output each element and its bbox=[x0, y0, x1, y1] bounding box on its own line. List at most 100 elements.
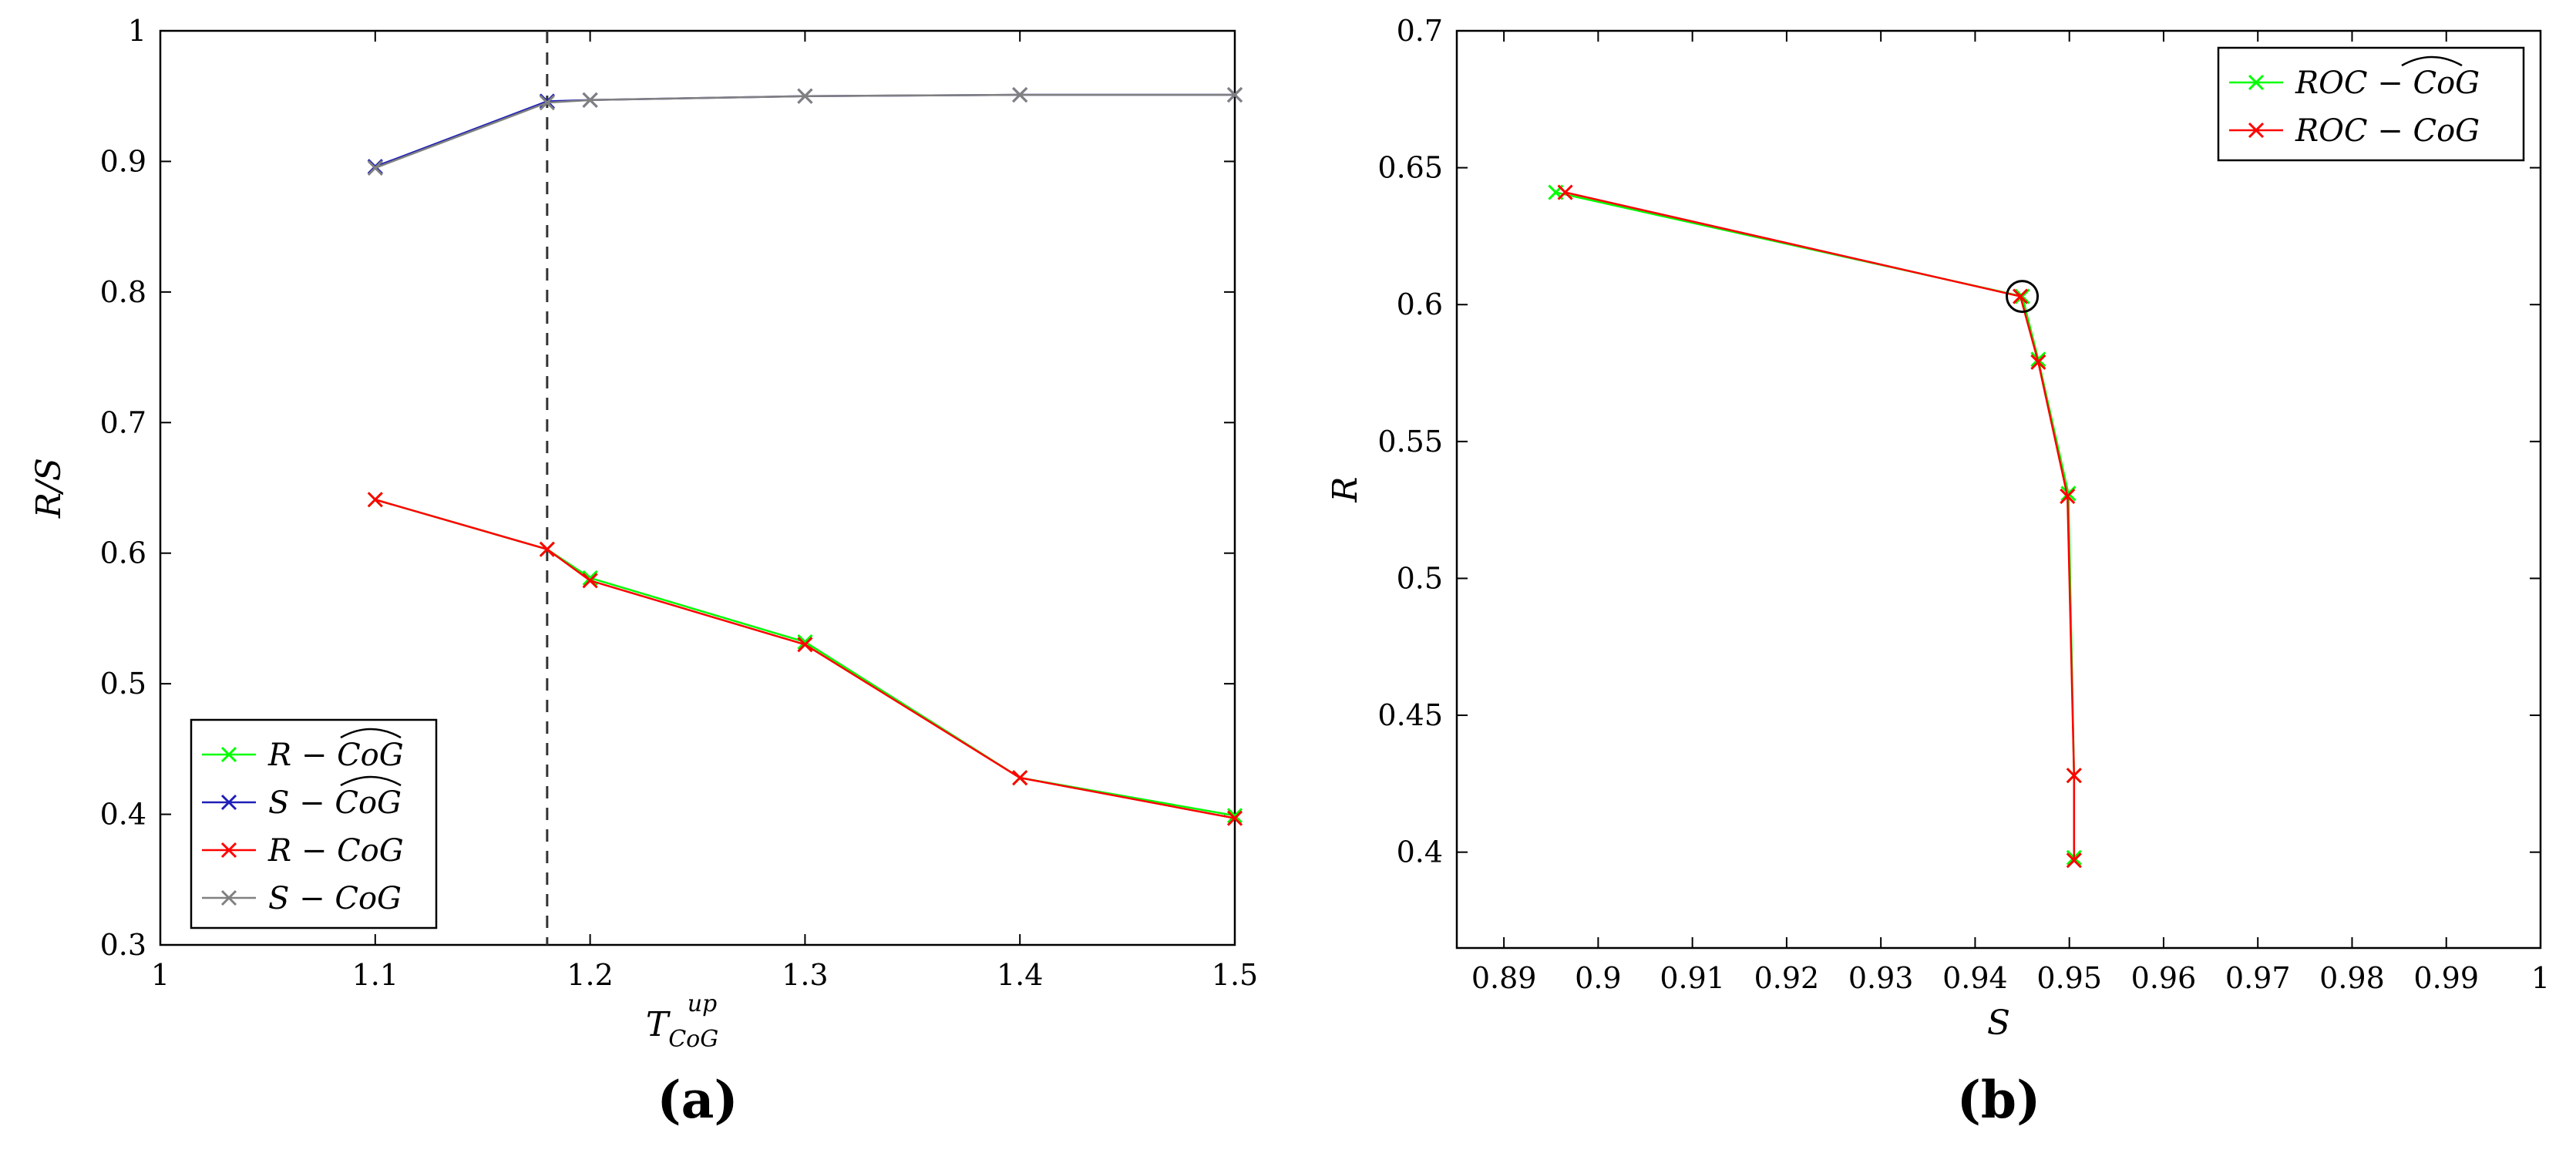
y-tick-label: 0.9 bbox=[100, 144, 146, 178]
series-0 bbox=[367, 492, 1243, 824]
x-tick-label: 0.9 bbox=[1575, 961, 1621, 995]
y-tick-label: 0.7 bbox=[100, 405, 146, 439]
data-point bbox=[2066, 852, 2082, 869]
legend-box bbox=[2217, 46, 2525, 162]
highlight-circle bbox=[2006, 280, 2040, 314]
y-tick-label: 0.5 bbox=[100, 667, 146, 701]
chart-panel-b: 0.89 0.9 0.91 0.92 0.93 0.94 0.95 0.96 0.97 0.98 0… bbox=[1326, 14, 2550, 1130]
x-tick-label: 1.4 bbox=[997, 958, 1043, 992]
data-point bbox=[539, 95, 555, 111]
legend-marker bbox=[220, 746, 237, 763]
hat-accent bbox=[340, 728, 402, 739]
x-tick-label: 0.94 bbox=[1942, 961, 2008, 995]
data-point bbox=[2013, 288, 2029, 304]
legend-marker bbox=[220, 889, 237, 906]
x-tick-label: 0.99 bbox=[2413, 961, 2479, 995]
y-tick-label: 0.6 bbox=[1397, 287, 1443, 321]
legend-label: R − CoG bbox=[267, 738, 404, 773]
legend: ROC − CoG ROC − CoG bbox=[2217, 46, 2525, 162]
series-line bbox=[375, 499, 1236, 817]
x-tick-label: 0.93 bbox=[1848, 961, 1914, 995]
series-2 bbox=[367, 492, 1243, 826]
y-tick-label: 0.3 bbox=[100, 928, 146, 962]
series-line bbox=[1565, 191, 2076, 861]
legend-label: ROC − CoG bbox=[2295, 66, 2480, 101]
hat-accent bbox=[340, 775, 402, 787]
chart-panel-a: 1 1.1 1.2 1.3 1.4 1.5 0.3 0.4 0.5 0.6 0.7 0.8 0.9 1 TC… bbox=[29, 14, 1258, 1130]
y-tick-label: 1 bbox=[128, 14, 146, 48]
series-3 bbox=[367, 86, 1243, 176]
x-tick-label: 0.97 bbox=[2225, 961, 2291, 995]
data-point bbox=[582, 92, 598, 108]
data-point bbox=[797, 88, 813, 104]
legend-label: ROC − CoG bbox=[2295, 113, 2480, 149]
panel-label: (b) bbox=[1957, 1070, 2041, 1130]
series-line bbox=[375, 93, 1235, 168]
x-tick-label: 0.96 bbox=[2131, 961, 2197, 995]
x-tick-label: 1.5 bbox=[1212, 958, 1258, 992]
x-tick-label: 1 bbox=[151, 958, 170, 992]
legend-entry: ROC − CoG bbox=[2229, 55, 2480, 101]
x-axis-label-superscript: up bbox=[688, 990, 718, 1017]
data-point bbox=[1557, 184, 1573, 200]
data-point bbox=[582, 573, 598, 589]
y-tick-label: 0.8 bbox=[100, 275, 146, 309]
series-1 bbox=[367, 86, 1243, 175]
legend-label: R − CoG bbox=[267, 833, 404, 869]
x-tick-label: 1.1 bbox=[352, 958, 399, 992]
legend-entry: R − CoG bbox=[202, 728, 404, 773]
series-line bbox=[375, 93, 1235, 170]
y-axis-label: R/S bbox=[29, 458, 69, 519]
data-point bbox=[2060, 486, 2077, 502]
legend-entry: S − CoG bbox=[202, 775, 402, 821]
data-point bbox=[367, 492, 383, 508]
y-tick-label: 0.5 bbox=[1397, 561, 1443, 595]
legend-marker bbox=[220, 842, 237, 859]
y-tick-label: 0.45 bbox=[1377, 698, 1443, 732]
legend-label: S − CoG bbox=[268, 881, 402, 916]
hat-accent bbox=[2401, 55, 2463, 67]
y-tick-label: 0.4 bbox=[100, 798, 146, 832]
data-point bbox=[2060, 488, 2076, 504]
y-tick-label: 0.4 bbox=[1397, 835, 1443, 869]
legend-entry: R − CoG bbox=[202, 833, 404, 869]
x-tick-label: 0.91 bbox=[1660, 961, 1725, 995]
legend-marker bbox=[220, 794, 237, 811]
data-point bbox=[1012, 86, 1028, 103]
series-line bbox=[375, 499, 1236, 819]
x-tick-label: 1 bbox=[2531, 961, 2550, 995]
x-tick-label: 1.2 bbox=[567, 958, 613, 992]
data-point bbox=[2014, 288, 2030, 304]
data-point bbox=[1012, 770, 1028, 786]
legend-marker bbox=[2248, 122, 2265, 139]
x-axis-label: S bbox=[1987, 1003, 2010, 1043]
y-axis-label: R bbox=[1326, 476, 1365, 503]
series-1 bbox=[1557, 184, 2082, 869]
data-point bbox=[1226, 86, 1243, 103]
legend-marker bbox=[2248, 74, 2265, 91]
x-tick-label: 0.98 bbox=[2319, 961, 2385, 995]
legend-entry: ROC − CoG bbox=[2229, 113, 2480, 149]
y-tick-label: 0.65 bbox=[1377, 151, 1443, 185]
legend-entry: S − CoG bbox=[202, 881, 402, 916]
x-tick-label: 1.3 bbox=[782, 958, 828, 992]
y-tick-label: 0.55 bbox=[1377, 425, 1443, 459]
data-point bbox=[2066, 768, 2082, 784]
plot-frame bbox=[159, 29, 1236, 946]
data-point bbox=[539, 541, 555, 557]
plot-frame bbox=[1455, 29, 2542, 950]
series-line bbox=[1555, 191, 2076, 858]
panel-label: (a) bbox=[657, 1070, 738, 1130]
data-point bbox=[797, 637, 813, 653]
data-point bbox=[1226, 808, 1243, 824]
x-tick-label: 0.92 bbox=[1754, 961, 1820, 995]
legend: R − CoG S − CoG R − CoG S − CoG bbox=[190, 718, 438, 929]
series-0 bbox=[1548, 184, 2082, 866]
data-point bbox=[2030, 354, 2046, 370]
data-point bbox=[367, 160, 383, 176]
y-tick-label: 0.6 bbox=[100, 536, 146, 570]
y-tick-label: 0.7 bbox=[1397, 14, 1443, 48]
x-axis-label: TCoG bbox=[646, 1005, 718, 1053]
data-point bbox=[1226, 810, 1243, 826]
